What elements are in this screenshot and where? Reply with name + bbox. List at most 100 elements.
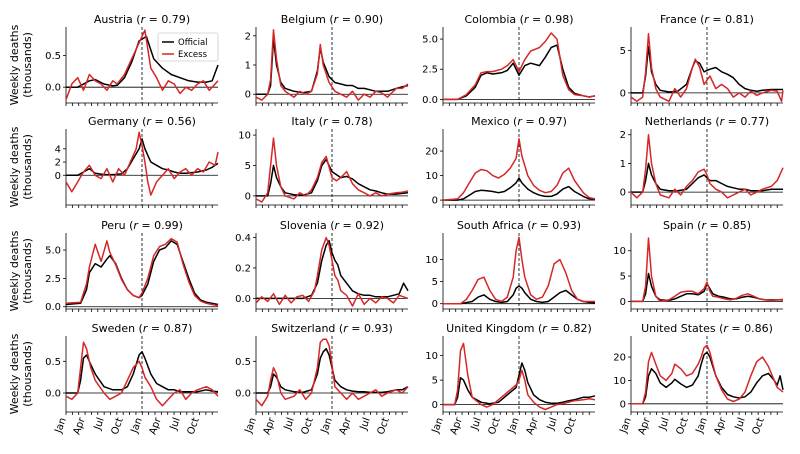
series-official [66,35,219,88]
panel-title-r-symbol: r [524,13,530,26]
y-axis-label-line2: (thousands) [21,134,34,200]
y-tick-label: 0.5 [45,357,61,368]
series-excess [443,32,596,101]
y-tick-label: 20 [425,147,438,158]
panel-title-r-open: ( [516,13,524,26]
y-axis-label: Weekly deaths(thousands) [8,24,34,105]
panel-title-r-open: ( [326,13,334,26]
panel-title-r-open: ( [327,219,335,232]
x-tick-label: Jan [430,416,446,435]
series-official [66,138,219,177]
series-official [443,44,596,101]
panel-title-r-symbol: r [141,13,147,26]
panel-title-r-value: 0.78 [344,115,369,128]
panel-title-r-symbol: r [701,219,707,232]
panel-title-r-open: ( [697,13,705,26]
series-excess [255,137,409,203]
panel-title: Colombia (r = 0.98) [464,13,573,26]
panel-title: United States (r = 0.86) [641,322,773,335]
x-tick-label: Jan [243,416,259,435]
panel-title-r-eq: = [138,219,154,232]
panel-title: Netherlands (r = 0.77) [645,115,769,128]
y-tick-label: 4 [55,144,61,155]
panel-title-r-symbol: r [720,115,726,128]
panel-colombia: Colombia (r = 0.98) 0.0 2.5 5.0 [422,13,596,106]
panel-title-country: Switzerland [271,322,335,335]
panel-title-r-eq: = [536,219,552,232]
series-excess [442,138,596,201]
panel-title-r-symbol: r [334,13,340,26]
panel-title-country: Mexico [471,115,510,128]
y-tick-label: 0 [432,196,438,207]
panel-title-r-symbol: r [542,322,548,335]
y-tick-label: 10 [425,171,438,182]
panel-title: Peru (r = 0.99) [101,219,183,232]
panel-title-country: Belgium [281,13,326,26]
panel-title-country: South Africa [457,219,524,232]
x-tick-label: Apr [262,415,279,436]
x-tick-label: Apr [637,415,654,436]
panel-title-r-close: ) [569,13,573,26]
panel-title-r-eq: = [728,322,744,335]
y-tick-label: 0 [620,399,626,410]
panel-title-country: Spain [663,219,694,232]
panel-title: Slovenia (r = 0.92) [280,219,384,232]
y-tick-label: 0.0 [235,294,251,305]
panel-title-r-value: 0.81 [725,13,750,26]
panel-title-r-open: ( [126,219,134,232]
x-tick-label: Apr [449,415,466,436]
panel-title-r-close: ) [188,322,192,335]
panel-title-country: Peru [101,219,126,232]
y-axis-label-line1: Weekly deaths [8,126,21,207]
panel-title-country: Germany [88,115,139,128]
panel-title-r-open: ( [139,115,147,128]
x-tick-label: Oct [487,416,503,436]
x-tick-label: Oct [751,416,767,436]
y-tick-label: 2 [620,130,626,141]
panel-title-r-close: ) [379,13,383,26]
panel-title-r-symbol: r [143,322,149,335]
panel-title-r-close: ) [388,322,392,335]
panel-title-r-symbol: r [323,115,329,128]
y-tick-label: 0 [620,88,626,99]
series-official [65,240,219,306]
panel-germany: Germany (r = 0.56) 0 2 4 [55,115,219,208]
y-axis-label: Weekly deaths(thousands) [8,126,34,207]
panel-title-r-eq: = [706,219,722,232]
panel-title-r-close: ) [769,322,773,335]
panel-title-r-value: 0.87 [164,322,189,335]
x-tick-label: Oct [110,416,126,436]
panel-title: South Africa (r = 0.93) [457,219,581,232]
y-tick-label: 5.0 [45,246,61,257]
panel-title-r-value: 0.92 [355,219,380,232]
panel-title-r-eq: = [724,115,740,128]
panel-title-r-eq: = [338,13,354,26]
y-tick-label: 0 [245,191,251,202]
series-excess [630,133,784,199]
y-tick-label: 5.0 [422,35,438,46]
x-tick-label: Jan [129,416,145,435]
y-tick-label: 0.0 [45,389,61,400]
y-tick-label: 0.0 [422,95,438,106]
series-official [256,158,409,197]
x-tick-label: Oct [563,416,579,436]
x-tick-label: Apr [713,415,730,436]
panel-title: Mexico (r = 0.97) [471,115,567,128]
x-tick-label: Jan [506,416,522,435]
panel-title: Italy (r = 0.78) [291,115,372,128]
panel-title-r-value: 0.56 [167,115,192,128]
panel-title-r-symbol: r [517,115,523,128]
x-tick-label: Jul [92,416,107,432]
panel-title-r-close: ) [368,115,372,128]
panel-title-country: Sweden [92,322,135,335]
panel-title-r-eq: = [348,322,364,335]
panel-title-r-close: ) [750,13,754,26]
panel-title: Belgium (r = 0.90) [281,13,383,26]
panel-title-country: United Kingdom [446,322,534,335]
y-tick-label: 5 [432,376,438,387]
y-axis-label-line2: (thousands) [21,341,34,407]
series-excess [65,131,219,196]
panel-title-r-open: ( [694,219,702,232]
y-axis-label: Weekly deaths(thousands) [8,333,34,414]
